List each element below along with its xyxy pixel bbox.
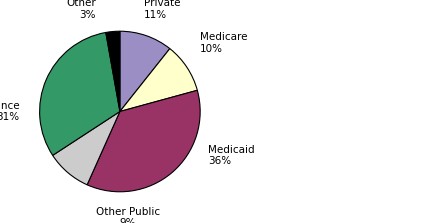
Text: Other
3%: Other 3% [66,0,96,20]
Wedge shape [40,33,120,155]
Wedge shape [120,49,198,112]
Wedge shape [120,31,170,112]
Wedge shape [87,90,200,192]
Text: Medicare
10%: Medicare 10% [200,33,248,54]
Text: No insurance
31%: No insurance 31% [0,101,20,122]
Wedge shape [106,31,120,112]
Text: Medicaid
36%: Medicaid 36% [208,145,255,166]
Wedge shape [53,112,120,185]
Text: Private
11%: Private 11% [144,0,181,20]
Text: Other Public
9%: Other Public 9% [96,207,160,223]
